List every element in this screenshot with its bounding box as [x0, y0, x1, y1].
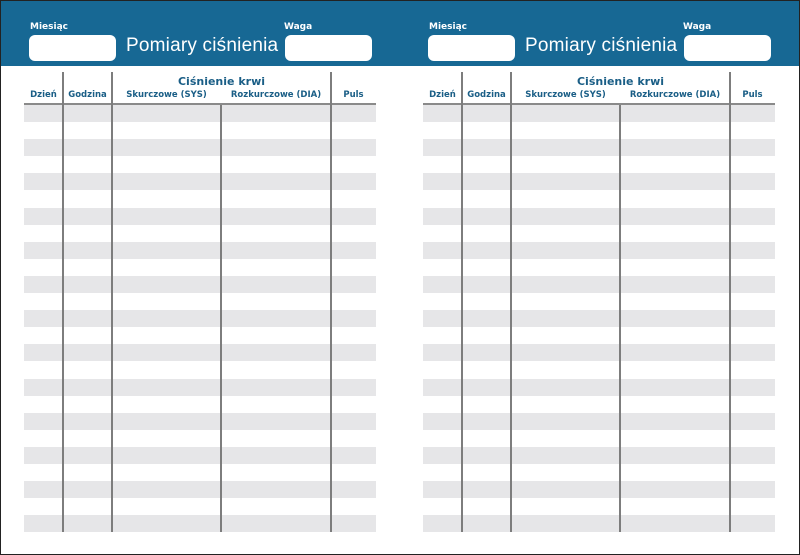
table-row[interactable]: [24, 259, 376, 276]
table-row[interactable]: [423, 515, 775, 532]
table-row[interactable]: [423, 139, 775, 156]
column-divider: [729, 72, 731, 532]
table-row[interactable]: [423, 481, 775, 498]
group-header: Ciśnienie krwi: [576, 75, 665, 88]
column-divider: [220, 105, 222, 532]
weight-label: Waga: [284, 22, 313, 32]
column-divider: [619, 105, 621, 532]
table-row[interactable]: [24, 344, 376, 361]
table-row[interactable]: [24, 327, 376, 344]
column-header: Rozkurczowe (DIA): [230, 90, 322, 100]
month-label: Miesiąc: [429, 22, 467, 32]
weight-field[interactable]: [684, 35, 771, 61]
table-row[interactable]: [423, 447, 775, 464]
table-row[interactable]: [24, 396, 376, 413]
header-rule: [423, 103, 775, 105]
table-row[interactable]: [24, 293, 376, 310]
page-title: Pomiary ciśnienia: [525, 35, 678, 56]
table-row[interactable]: [423, 396, 775, 413]
table-row[interactable]: [24, 481, 376, 498]
table-row[interactable]: [24, 498, 376, 515]
table-row[interactable]: [423, 173, 775, 190]
weight-field[interactable]: [285, 35, 372, 61]
table-row[interactable]: [423, 310, 775, 327]
table-row[interactable]: [24, 464, 376, 481]
table-row[interactable]: [423, 122, 775, 139]
table-row[interactable]: [423, 498, 775, 515]
table-row[interactable]: [423, 362, 775, 379]
column-header: Skurczowe (SYS): [525, 90, 606, 100]
column-divider: [330, 72, 332, 532]
column-header: Puls: [343, 90, 364, 100]
table-row[interactable]: [24, 105, 376, 122]
column-divider: [510, 72, 512, 532]
table-row[interactable]: [24, 447, 376, 464]
table-row[interactable]: [24, 276, 376, 293]
month-field[interactable]: [428, 35, 515, 61]
table-row[interactable]: [423, 225, 775, 242]
column-header: Rozkurczowe (DIA): [629, 90, 721, 100]
table-row[interactable]: [24, 379, 376, 396]
table-row[interactable]: [423, 208, 775, 225]
table-row[interactable]: [423, 293, 775, 310]
table-row[interactable]: [423, 327, 775, 344]
table-row[interactable]: [24, 208, 376, 225]
table-row[interactable]: [24, 242, 376, 259]
column-header: Dzień: [30, 90, 57, 100]
column-divider: [62, 72, 64, 532]
column-header: Godzina: [68, 90, 107, 100]
table-row[interactable]: [24, 173, 376, 190]
month-field[interactable]: [29, 35, 116, 61]
table-row[interactable]: [423, 344, 775, 361]
table-row[interactable]: [423, 191, 775, 208]
table-row[interactable]: [24, 122, 376, 139]
table-row[interactable]: [24, 139, 376, 156]
table-row[interactable]: [24, 156, 376, 173]
table-row[interactable]: [423, 430, 775, 447]
header-band: [1, 1, 799, 66]
log-sheet-2: Miesiąc Pomiary ciśnienia Waga Ciśnienie kr…: [399, 0, 799, 555]
table-row[interactable]: [423, 379, 775, 396]
table-row[interactable]: [24, 413, 376, 430]
table-row[interactable]: [423, 464, 775, 481]
group-header: Ciśnienie krwi: [177, 75, 266, 88]
column-divider: [111, 72, 113, 532]
column-header: Puls: [742, 90, 763, 100]
table-row[interactable]: [423, 276, 775, 293]
weight-label: Waga: [683, 22, 712, 32]
table-row[interactable]: [24, 225, 376, 242]
table-row[interactable]: [423, 105, 775, 122]
column-header: Godzina: [467, 90, 506, 100]
month-label: Miesiąc: [30, 22, 68, 32]
table-row[interactable]: [423, 242, 775, 259]
table-row[interactable]: [24, 191, 376, 208]
page-title: Pomiary ciśnienia: [126, 35, 279, 56]
table-row[interactable]: [24, 515, 376, 532]
column-header: Skurczowe (SYS): [126, 90, 207, 100]
header-rule: [24, 103, 376, 105]
log-sheet-1: Miesiąc Pomiary ciśnienia Waga Ciśnienie kr…: [24, 22, 376, 533]
table-row[interactable]: [423, 413, 775, 430]
table-row[interactable]: [24, 310, 376, 327]
table-row[interactable]: [24, 430, 376, 447]
table-row[interactable]: [24, 362, 376, 379]
column-divider: [461, 72, 463, 532]
column-header: Dzień: [429, 90, 456, 100]
table-row[interactable]: [423, 156, 775, 173]
table-row[interactable]: [423, 259, 775, 276]
